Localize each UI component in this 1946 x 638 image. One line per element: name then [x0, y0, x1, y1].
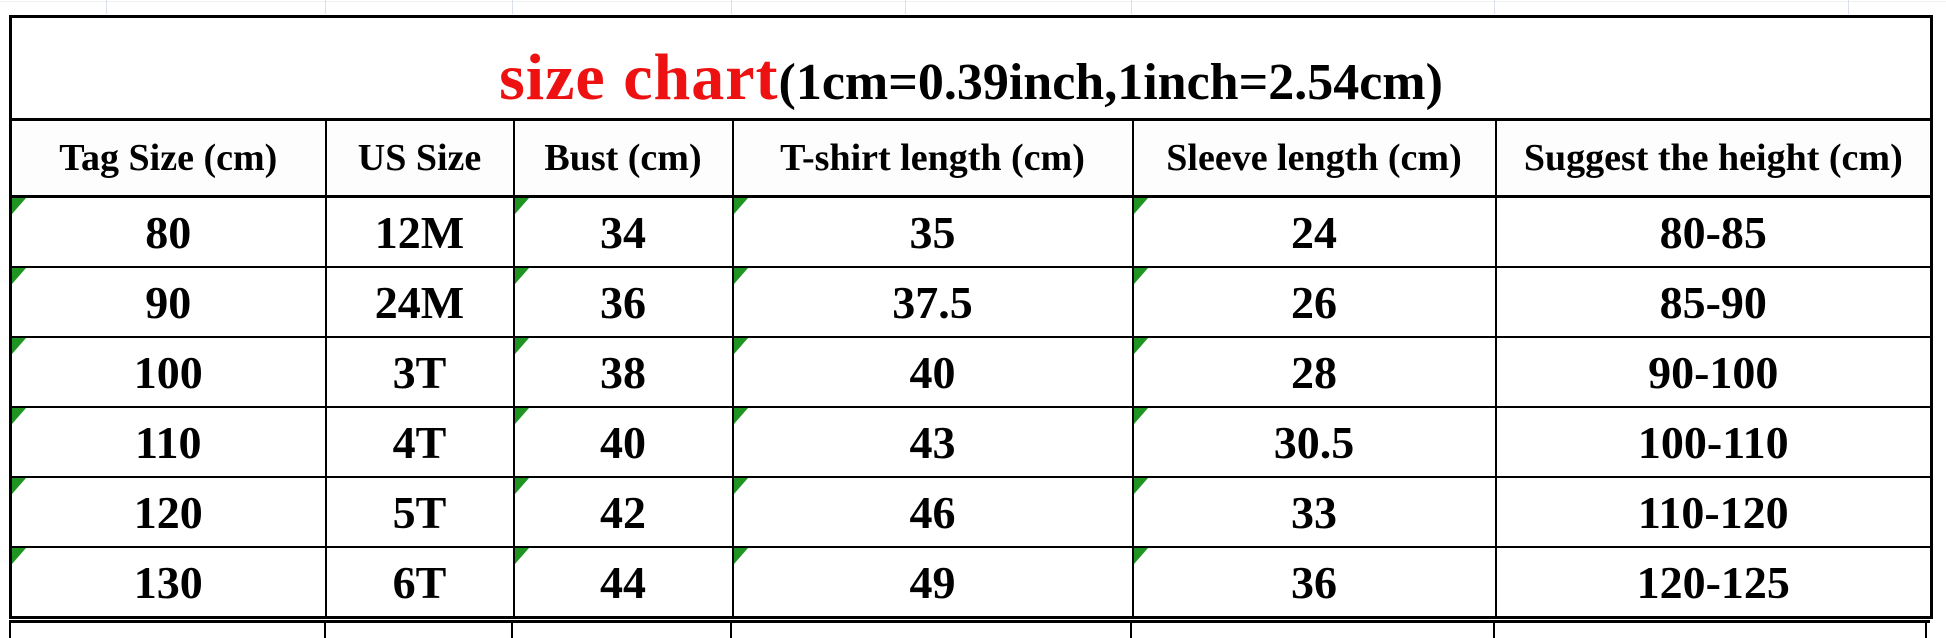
cell-us: 5T — [324, 476, 515, 548]
cell-tshirt: 35 — [731, 195, 1134, 268]
gridline — [0, 1, 1946, 2]
column-header-sleeve-length: Sleeve length (cm) — [1131, 118, 1497, 198]
error-indicator-icon — [734, 548, 748, 564]
error-indicator-icon — [734, 198, 748, 214]
column-header-us-size: US Size — [324, 118, 515, 198]
gridline — [1494, 0, 1495, 14]
cell-us: 6T — [324, 546, 515, 619]
cell-sleeve: 30.5 — [1131, 406, 1497, 478]
size-chart-table: size chart(1cm=0.39inch,1inch=2.54cm) Ta… — [9, 15, 1934, 619]
table-row: 100 3T 38 40 28 90-100 — [9, 336, 1933, 408]
cell-height: 120-125 — [1494, 546, 1933, 619]
table-row: 120 5T 42 46 33 110-120 — [9, 476, 1933, 548]
cell-height: 100-110 — [1494, 406, 1933, 478]
error-indicator-icon — [12, 269, 26, 284]
cell-sleeve: 26 — [1131, 266, 1497, 338]
error-indicator-icon — [734, 479, 748, 494]
cell-tshirt: 37.5 — [731, 266, 1134, 338]
column-header-tag-size: Tag Size (cm) — [9, 118, 327, 198]
chart-title-text: size chart — [499, 41, 779, 114]
table-row: 130 6T 44 49 36 120-125 — [9, 546, 1933, 619]
gridline — [1848, 0, 1849, 14]
cell-tshirt: 40 — [731, 336, 1134, 408]
sheet-row-below — [9, 620, 1930, 638]
error-indicator-icon — [515, 198, 529, 214]
cell-tshirt: 49 — [731, 546, 1134, 619]
gridline — [1130, 623, 1132, 638]
error-indicator-icon — [12, 548, 26, 564]
error-indicator-icon — [515, 479, 529, 494]
table-row: 110 4T 40 43 30.5 100-110 — [9, 406, 1933, 478]
cell-bust: 42 — [512, 476, 734, 548]
cell-us: 24M — [324, 266, 515, 338]
cell-sleeve: 36 — [1131, 546, 1497, 619]
error-indicator-icon — [515, 269, 529, 284]
error-indicator-icon — [1134, 409, 1148, 424]
error-indicator-icon — [515, 548, 529, 564]
cell-bust: 44 — [512, 546, 734, 619]
error-indicator-icon — [1134, 548, 1148, 564]
error-indicator-icon — [734, 339, 748, 354]
error-indicator-icon — [1134, 339, 1148, 354]
error-indicator-icon — [515, 339, 529, 354]
cell-tag: 110 — [9, 406, 327, 478]
error-indicator-icon — [1134, 269, 1148, 284]
error-indicator-icon — [12, 479, 26, 494]
sheet-row-above — [0, 0, 1946, 15]
error-indicator-icon — [515, 409, 529, 424]
error-indicator-icon — [12, 198, 26, 214]
table-row: 80 12M 34 35 24 80-85 — [9, 195, 1933, 268]
column-header-tshirt-length: T-shirt length (cm) — [731, 118, 1134, 198]
cell-bust: 38 — [512, 336, 734, 408]
gridline — [512, 0, 513, 14]
cell-height: 110-120 — [1494, 476, 1933, 548]
error-indicator-icon — [734, 409, 748, 424]
error-indicator-icon — [12, 409, 26, 424]
gridline — [1493, 623, 1495, 638]
cell-tag: 90 — [9, 266, 327, 338]
chart-title: size chart(1cm=0.39inch,1inch=2.54cm) — [9, 15, 1933, 121]
gridline — [1131, 0, 1132, 14]
error-indicator-icon — [734, 269, 748, 284]
error-indicator-icon — [12, 339, 26, 354]
cell-sleeve: 28 — [1131, 336, 1497, 408]
cell-bust: 34 — [512, 195, 734, 268]
cell-tag: 100 — [9, 336, 327, 408]
gridline — [905, 0, 906, 14]
cell-sleeve: 24 — [1131, 195, 1497, 268]
cell-tshirt: 43 — [731, 406, 1134, 478]
cell-us: 4T — [324, 406, 515, 478]
gridline — [731, 0, 732, 14]
column-header-bust: Bust (cm) — [512, 118, 734, 198]
cell-bust: 40 — [512, 406, 734, 478]
cell-height: 85-90 — [1494, 266, 1933, 338]
cell-us: 3T — [324, 336, 515, 408]
gridline — [106, 0, 107, 14]
gridline — [324, 623, 326, 638]
cell-tag: 120 — [9, 476, 327, 548]
cell-height: 80-85 — [1494, 195, 1933, 268]
error-indicator-icon — [1134, 198, 1148, 214]
chart-title-note: (1cm=0.39inch,1inch=2.54cm) — [778, 54, 1443, 111]
error-indicator-icon — [1134, 479, 1148, 494]
gridline — [511, 623, 513, 638]
cell-tshirt: 46 — [731, 476, 1134, 548]
cell-height: 90-100 — [1494, 336, 1933, 408]
gridline — [730, 623, 732, 638]
cell-tag: 130 — [9, 546, 327, 619]
cell-us: 12M — [324, 195, 515, 268]
cell-sleeve: 33 — [1131, 476, 1497, 548]
gridline — [325, 0, 326, 14]
title-row: size chart(1cm=0.39inch,1inch=2.54cm) — [9, 15, 1933, 121]
column-header-suggest-height: Suggest the height (cm) — [1494, 118, 1933, 198]
gridline — [9, 623, 11, 638]
cell-tag: 80 — [9, 195, 327, 268]
cell-bust: 36 — [512, 266, 734, 338]
header-row: Tag Size (cm) US Size Bust (cm) T-shirt … — [9, 118, 1933, 198]
table-row: 90 24M 36 37.5 26 85-90 — [9, 266, 1933, 338]
gridline — [1925, 623, 1927, 638]
